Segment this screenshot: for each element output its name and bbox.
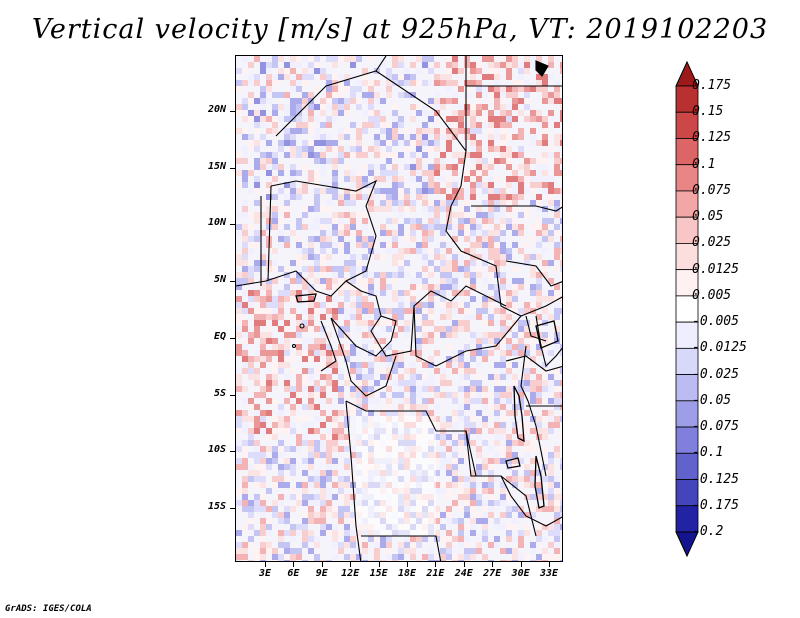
lon-tick-label: 12E [341,568,360,579]
lat-tick-mark [230,111,235,112]
border-line [236,270,507,357]
border-line [361,535,442,561]
border-line [275,70,467,207]
lon-tick-mark [435,562,437,567]
border-line [535,315,562,368]
colorbar-bottom-arrow [675,531,699,558]
border-line [375,56,387,72]
border-line [505,355,562,372]
country-boundaries [236,56,562,561]
colorbar-tick-label: 0.1 [692,156,716,172]
border-line [445,205,562,317]
colorbar-tick-label: -0.2 [692,524,724,539]
lon-tick-mark [350,562,352,567]
colorbar-tick-label: -0.025 [692,366,739,382]
colorbar-tick-label: 0.025 [692,235,732,251]
colorbar-tick-label: 0.005 [692,287,732,303]
lon-tick-label: 27E [483,568,502,579]
colorbar-tick-label: -0.125 [692,471,739,487]
lat-tick-label: 5S [213,387,226,399]
border-line [465,430,537,537]
lake-outline [534,455,545,509]
lon-tick-label: 9E [315,568,328,579]
lon-tick-mark [265,562,266,567]
coast-mark [535,60,549,77]
lon-tick-label: 24E [454,568,473,579]
border-line [525,315,547,342]
border-line [510,495,562,527]
lon-tick-mark [407,562,408,567]
lake-outline [513,385,525,443]
map-panel [235,55,563,562]
border-line [413,305,522,367]
chart-title: Vertical velocity [m/s] at 925hPa, VT: 2… [31,14,769,45]
velocity-field-map [236,56,562,561]
grads-credit: GrADS: IGES/COLA [5,604,92,614]
lon-tick-label: 18E [397,568,417,579]
colorbar-tick-label: 0.05 [692,209,724,225]
lon-tick-label: 33E [539,568,559,579]
colorbar-tick-label: -0.05 [692,392,732,408]
lat-tick-mark [230,507,235,509]
island-marker [299,323,305,329]
border-line [330,315,397,357]
lat-tick-label: 10N [207,217,226,229]
lat-tick-label: 5N [213,274,226,286]
lake-outline [505,457,521,469]
border-line [520,345,547,477]
border-line [260,185,272,286]
colorbar-tick-label: -0.005 [692,314,739,330]
border-line [270,179,378,282]
lat-tick-mark [230,337,235,339]
lon-tick-mark [492,562,494,567]
sparse-field-region [356,416,436,536]
lon-tick-mark [293,562,295,567]
lat-tick-mark [230,167,235,169]
lat-tick-label: 10S [207,444,226,456]
colorbar-tick-label: -0.175 [692,497,739,513]
island-marker [291,343,297,349]
border-line [320,320,337,372]
border-line [345,400,362,561]
colorbar-tick-label: 0.15 [692,104,724,120]
lon-tick-label: 3E [258,568,272,579]
lake-outline [295,293,317,303]
lat-tick-mark [230,281,235,283]
lat-tick-mark [230,451,235,453]
lat-tick-label: 15S [207,500,226,512]
border-line [505,260,562,287]
lon-tick-label: 21E [426,568,445,579]
lon-tick-mark [321,562,323,567]
colorbar-tick-label: 0.175 [692,78,732,93]
velocity-field-texture [236,56,562,561]
colorbar [675,60,699,558]
lon-tick-label: 6E [287,568,300,579]
lat-tick-mark [230,224,235,226]
lon-tick-label: 15E [369,568,388,579]
lake-outline [535,320,559,349]
lon-tick-mark [378,562,380,567]
lon-tick-mark [549,562,550,567]
lat-tick-label: EQ [213,330,226,342]
lat-tick-label: 20N [207,104,226,115]
colorbar-tick-label: 0.125 [692,130,732,146]
lon-tick-mark [520,562,522,567]
border-line [330,317,397,397]
colorbar-tick-label: 0.0125 [692,261,739,277]
colorbar-tick-label: -0.0125 [692,340,747,356]
lat-tick-label: 15N [207,160,226,172]
lon-tick-mark [463,562,465,567]
lon-tick-label: 30E [511,568,530,579]
border-line [471,205,562,212]
lat-tick-mark [230,394,235,396]
colorbar-tick-label: -0.075 [692,419,739,435]
colorbar-tick-label: -0.1 [692,445,724,461]
colorbar-tick-label: 0.075 [692,182,732,198]
